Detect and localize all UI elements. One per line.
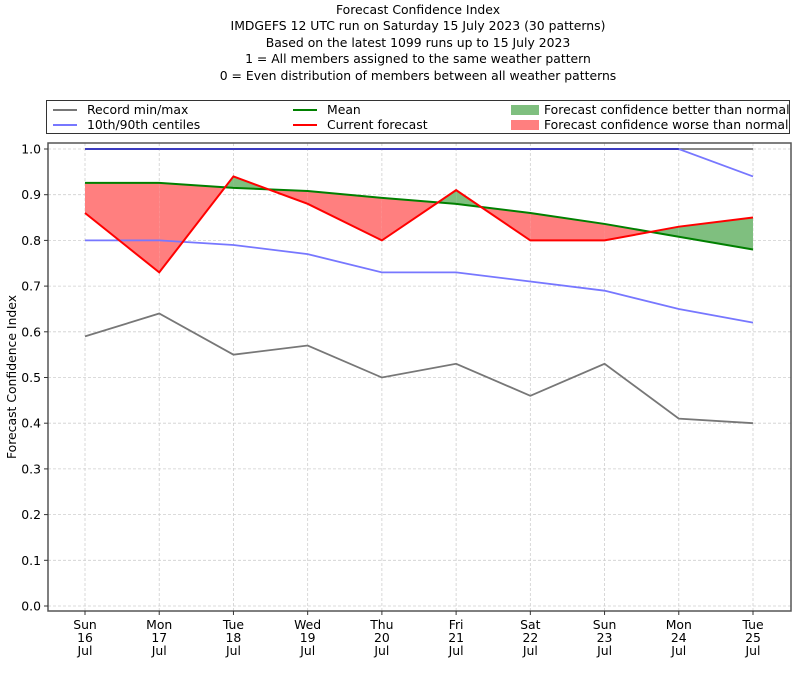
x-tick-label: 22 [522, 630, 538, 645]
y-tick-label: 0.4 [21, 416, 41, 431]
x-tick-label: 21 [448, 630, 464, 645]
chart-title: Forecast Confidence Index [335, 2, 501, 17]
legend-label-mean: Mean [327, 102, 361, 117]
x-tick-label: Jul [522, 643, 538, 658]
chart-subtitle-3: 1 = All members assigned to the same wea… [245, 51, 591, 67]
series-lines [84, 148, 754, 425]
x-tick-label: Jul [299, 643, 315, 658]
x-tick-label: Tue [222, 617, 244, 632]
line-record-min [84, 312, 754, 425]
y-tick-label: 0.1 [21, 553, 41, 568]
x-tick-label: Sun [593, 617, 617, 632]
line-current-forecast [84, 175, 754, 274]
line-90th-centile [85, 148, 754, 178]
legend-swatch-mean [293, 108, 317, 111]
chart-subtitle-4: 0 = Even distribution of members between… [219, 67, 617, 83]
y-axis-label: Forecast Confidence Index [4, 295, 19, 459]
confidence-fills [85, 176, 753, 273]
chart-subtitle-2: Based on the latest 1099 runs up to 15 J… [265, 34, 571, 50]
legend-swatch-centiles [53, 123, 77, 126]
y-tick-label: 1.0 [21, 142, 41, 157]
legend: Record min/max 10th/90th centiles Mean C… [46, 100, 790, 134]
legend-item-mean: Mean [293, 102, 361, 117]
x-tick-label: Jul [670, 643, 686, 658]
x-tick-label: Jul [745, 643, 761, 658]
fill-better-than-normal [650, 226, 679, 237]
chart-subtitle-1: IMDGEFS 12 UTC run on Saturday 15 July 2… [230, 18, 606, 34]
y-axis: 0.0 0.1 0.2 0.3 0.4 0.5 0.6 0.7 0.8 0.9 1.0 [21, 142, 48, 614]
x-tick-label: 20 [374, 630, 390, 645]
x-tick-label: Jul [448, 643, 464, 658]
x-tick-label: Jul [225, 643, 241, 658]
legend-label-current: Current forecast [327, 117, 428, 132]
legend-item-record: Record min/max [53, 102, 188, 117]
legend-swatch-better [511, 104, 539, 115]
y-tick-label: 0.3 [21, 461, 41, 476]
fill-worse-than-normal [307, 191, 382, 241]
x-tick-label: Jul [596, 643, 612, 658]
x-tick-label: Mon [146, 617, 172, 632]
legend-item-worse: Forecast confidence worse than normal [511, 117, 788, 132]
x-tick-label: 18 [226, 630, 242, 645]
y-tick-label: 0.7 [21, 279, 41, 294]
x-tick-label: Jul [77, 643, 93, 658]
chart-title-block: Forecast Confidence Index IMDGEFS 12 UTC… [0, 2, 800, 84]
fill-worse-than-normal [604, 223, 651, 241]
x-tick-label: Thu [369, 617, 393, 632]
x-tick-label: 24 [671, 630, 687, 645]
x-tick-label: 19 [300, 630, 316, 645]
y-tick-label: 0.2 [21, 507, 41, 522]
legend-swatch-worse [511, 119, 539, 130]
fill-worse-than-normal [85, 182, 160, 273]
y-tick-label: 0.9 [21, 187, 41, 202]
x-tick-label: Wed [294, 617, 321, 632]
x-tick-label: Jul [151, 643, 167, 658]
y-tick-label: 0.8 [21, 233, 41, 248]
x-tick-label: 23 [597, 630, 613, 645]
legend-item-better: Forecast confidence better than normal [511, 102, 790, 117]
x-tick-label: Mon [666, 617, 692, 632]
x-tick-label: 25 [745, 630, 761, 645]
x-tick-label: Jul [373, 643, 389, 658]
x-tick-label: 17 [151, 630, 167, 645]
x-axis: Sun16JulMon17JulTue18JulWed19JulThu20Jul… [73, 611, 764, 658]
y-tick-label: 0.5 [21, 370, 41, 385]
legend-swatch-current [293, 123, 317, 126]
fill-better-than-normal [678, 217, 753, 250]
x-tick-label: Sat [520, 617, 540, 632]
legend-label-worse: Forecast confidence worse than normal [544, 117, 789, 132]
x-tick-label: Sun [73, 617, 97, 632]
legend-label-centiles: 10th/90th centiles [87, 117, 201, 132]
line-10th-centile [85, 239, 754, 324]
line-mean [85, 181, 754, 251]
fill-worse-than-normal [530, 212, 605, 241]
legend-label-record: Record min/max [87, 102, 189, 117]
x-tick-label: Fri [449, 617, 464, 632]
legend-swatch-record [53, 108, 77, 111]
legend-label-better: Forecast confidence better than normal [544, 102, 790, 117]
x-tick-label: 16 [77, 630, 93, 645]
y-tick-label: 0.6 [21, 324, 41, 339]
legend-item-centiles: 10th/90th centiles [53, 117, 200, 132]
y-tick-label: 0.0 [21, 599, 41, 614]
x-tick-label: Tue [741, 617, 763, 632]
legend-item-current: Current forecast [293, 117, 428, 132]
